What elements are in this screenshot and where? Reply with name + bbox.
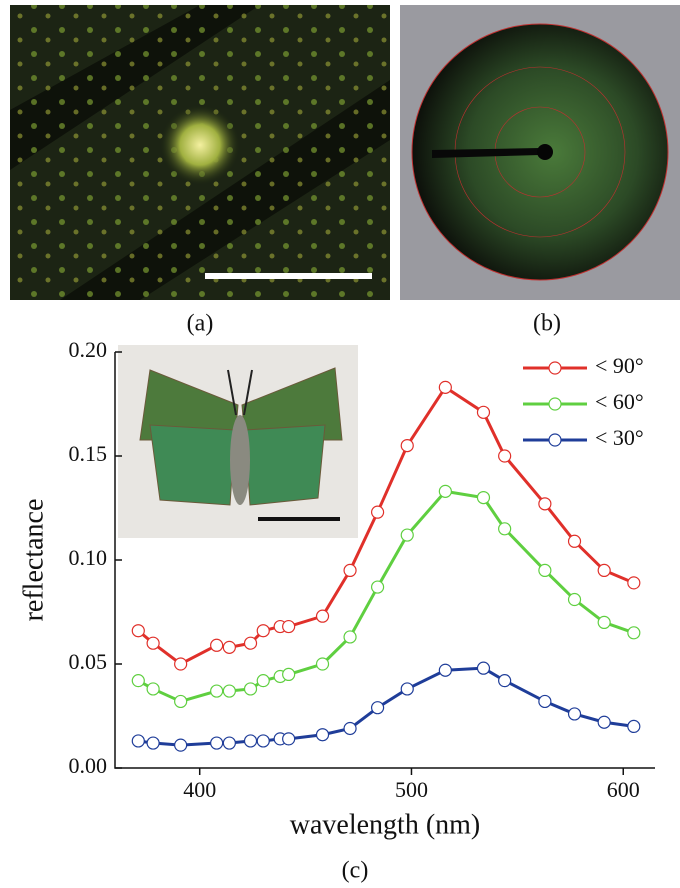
data-point (131, 674, 145, 688)
data-point (498, 674, 512, 688)
data-point (210, 684, 224, 698)
data-point (498, 449, 512, 463)
data-point (567, 534, 582, 548)
data-point (210, 736, 224, 750)
data-point (131, 624, 145, 638)
data-point (343, 563, 357, 578)
data-point (498, 522, 512, 536)
legend-label: < 30° (595, 425, 644, 450)
y-tick-label: 0.10 (69, 545, 108, 570)
data-point (146, 636, 160, 650)
photo-a (10, 5, 390, 300)
data-point (222, 640, 236, 654)
data-point (243, 636, 258, 650)
data-point (476, 491, 491, 505)
legend-marker (548, 397, 562, 411)
data-point (243, 734, 258, 748)
panel-label: (a) (187, 311, 214, 337)
y-axis-label: reflectance (18, 499, 49, 622)
y-tick-label: 0.15 (69, 441, 108, 466)
legend-marker (548, 433, 562, 447)
x-tick-label: 400 (183, 777, 216, 802)
data-point (256, 734, 270, 748)
data-point (627, 626, 641, 640)
data-point (370, 701, 385, 715)
data-point (243, 682, 258, 696)
data-point (370, 505, 385, 519)
panel-label: (c) (342, 858, 369, 884)
x-axis-label: wavelength (nm) (290, 809, 481, 840)
data-point (174, 738, 188, 752)
data-point (538, 497, 552, 511)
data-point (282, 667, 296, 682)
data-point (146, 736, 160, 750)
data-point (282, 732, 296, 746)
data-point (315, 609, 330, 623)
data-point (343, 630, 357, 644)
data-point (567, 707, 582, 721)
data-point (174, 657, 188, 671)
data-point (400, 439, 414, 453)
data-point (370, 580, 385, 594)
data-point (438, 663, 452, 677)
panel-label: (b) (533, 311, 561, 337)
data-point (315, 657, 330, 671)
data-point (343, 721, 357, 736)
data-point (476, 405, 491, 419)
legend-label: < 90° (595, 353, 644, 378)
y-tick-label: 0.05 (69, 649, 108, 674)
data-point (256, 624, 270, 638)
data-point (627, 576, 641, 590)
data-point (222, 736, 236, 750)
data-point (627, 719, 641, 734)
data-point (400, 682, 414, 696)
data-point (256, 674, 270, 688)
data-point (174, 694, 188, 709)
data-point (538, 563, 552, 578)
legend-marker (548, 361, 562, 375)
x-tick-label: 600 (607, 777, 640, 802)
data-point (597, 715, 611, 729)
legend-label: < 60° (595, 389, 644, 414)
data-point (438, 484, 452, 498)
inset-photo (118, 345, 358, 538)
y-tick-label: 0.00 (69, 753, 108, 778)
data-point (222, 684, 236, 698)
data-point (567, 592, 582, 607)
series-line (138, 666, 635, 747)
data-point (210, 638, 224, 652)
data-point (282, 619, 296, 634)
data-point (538, 694, 552, 709)
data-point (315, 728, 330, 742)
data-point (597, 563, 611, 578)
data-point (597, 615, 611, 630)
data-point (131, 734, 145, 748)
photo-b (400, 5, 680, 300)
data-point (146, 682, 160, 696)
data-point (400, 528, 414, 542)
data-point (438, 380, 452, 394)
x-tick-label: 500 (395, 777, 428, 802)
y-tick-label: 0.20 (69, 337, 108, 362)
data-point (476, 661, 491, 675)
